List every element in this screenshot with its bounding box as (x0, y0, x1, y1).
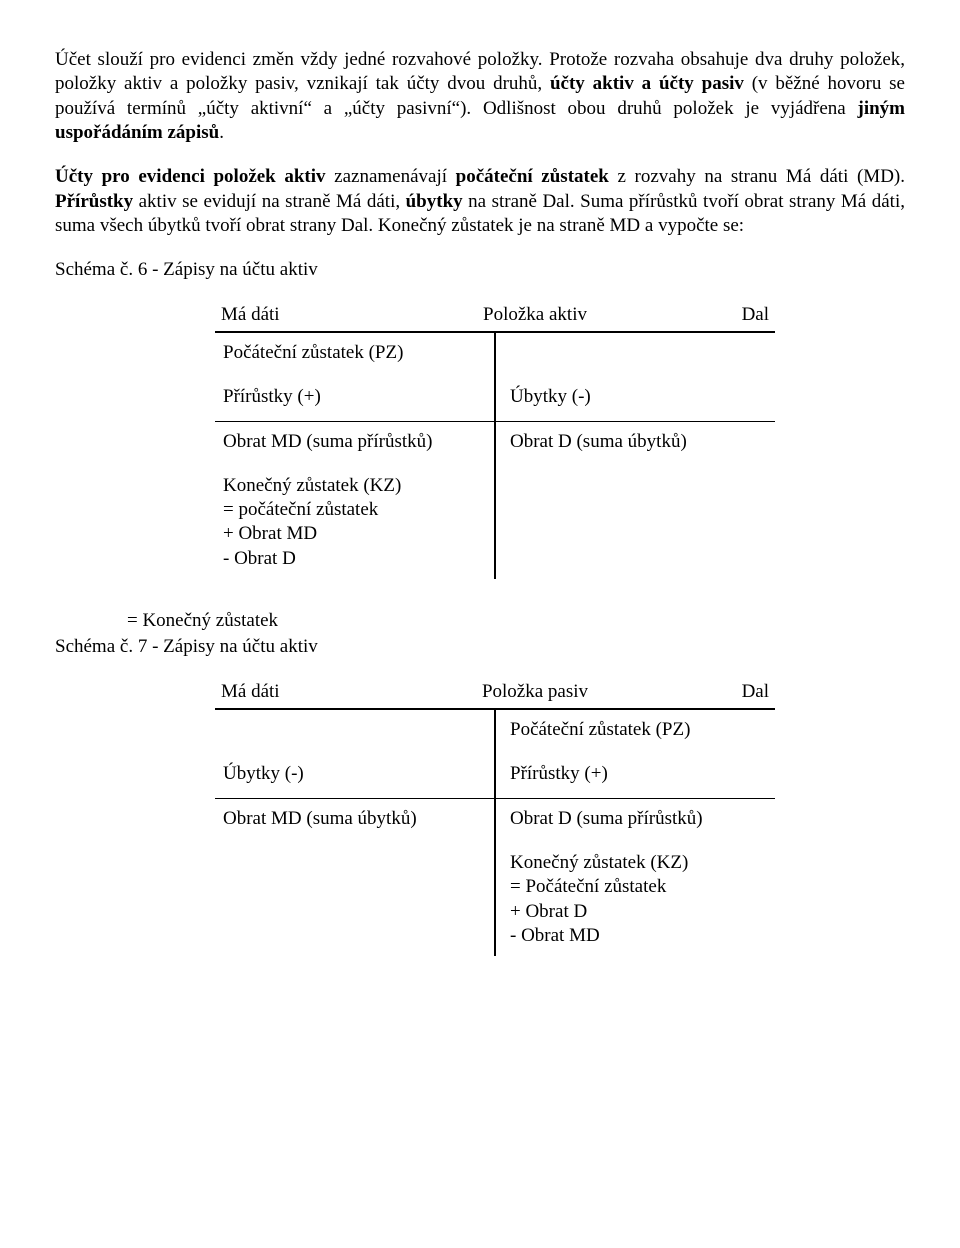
t-account-pasiv: Má dáti Položka pasiv Dal Úbytky (-)Obra… (215, 680, 775, 957)
paragraph-2: Účty pro evidenci položek aktiv zaznamen… (55, 165, 905, 238)
header-right: Dal (709, 303, 769, 327)
t-row: Konečný zůstatek (KZ) = počáteční zůstat… (215, 466, 494, 579)
t-row: Obrat MD (suma úbytků) (215, 799, 494, 843)
t-account-aktiv: Má dáti Položka aktiv Dal Počáteční zůst… (215, 303, 775, 580)
schema-7-title: Schéma č. 7 - Zápisy na účtu aktiv (55, 635, 905, 659)
t-row: Počáteční zůstatek (PZ) (496, 710, 775, 754)
header-left: Má dáti (221, 680, 361, 704)
t-col-dal: Počáteční zůstatek (PZ)Přírůstky (+)Obra… (496, 710, 775, 956)
header-right: Dal (709, 680, 769, 704)
header-mid: Položka aktiv (361, 303, 709, 327)
t-row: Obrat MD (suma přírůstků) (215, 422, 494, 466)
paragraph-1: Účet slouží pro evidenci změn vždy jedné… (55, 48, 905, 145)
t-account-body: Úbytky (-)Obrat MD (suma úbytků) Počáteč… (215, 708, 775, 956)
t-row: Obrat D (suma přírůstků) (496, 799, 775, 843)
t-row: Obrat D (suma úbytků) (496, 422, 775, 466)
t-row: Přírůstky (+) (496, 754, 775, 799)
t-row (215, 710, 494, 754)
schema-6-title: Schéma č. 6 - Zápisy na účtu aktiv (55, 258, 905, 282)
t-account-body: Počáteční zůstatek (PZ)Přírůstky (+)Obra… (215, 331, 775, 579)
t-row: Počáteční zůstatek (PZ) (215, 333, 494, 377)
t-row: Úbytky (-) (496, 377, 775, 422)
t-col-dal: Úbytky (-)Obrat D (suma úbytků) (496, 333, 775, 579)
t-col-md: Úbytky (-)Obrat MD (suma úbytků) (215, 710, 496, 956)
t-row (496, 333, 775, 377)
t-row: Konečný zůstatek (KZ) = Počáteční zůstat… (496, 843, 775, 956)
t-row: Úbytky (-) (215, 754, 494, 799)
t-account-header: Má dáti Položka aktiv Dal (215, 303, 775, 331)
t-row: Přírůstky (+) (215, 377, 494, 422)
header-left: Má dáti (221, 303, 361, 327)
header-mid: Položka pasiv (361, 680, 709, 704)
t-account-header: Má dáti Položka pasiv Dal (215, 680, 775, 708)
t-col-md: Počáteční zůstatek (PZ)Přírůstky (+)Obra… (215, 333, 496, 579)
schema-6-footer-eq: = Konečný zůstatek (127, 609, 905, 633)
